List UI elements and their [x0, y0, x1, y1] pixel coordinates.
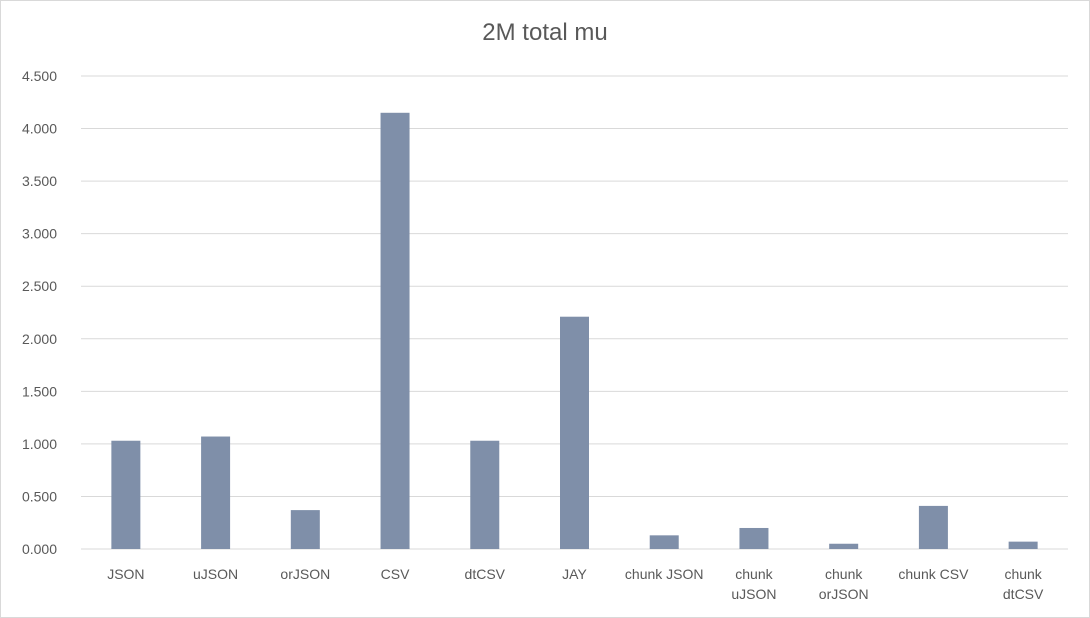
- y-tick-label: 4.500: [22, 68, 57, 84]
- y-tick-label: 3.000: [22, 226, 57, 242]
- bar-chunk-csv: [918, 505, 948, 549]
- bar-ujson: [201, 436, 231, 549]
- x-tick-label: uJSON: [193, 566, 238, 582]
- y-tick-label: 2.500: [22, 278, 57, 294]
- chart-title: 2M total mu: [482, 19, 608, 46]
- x-tick-label: JAY: [562, 566, 587, 582]
- y-tick-label: 4.000: [22, 121, 57, 137]
- x-tick-label: chunk JSON: [625, 566, 704, 582]
- x-tick-label: JSON: [107, 566, 144, 582]
- x-tick-label: chunk uJSON: [731, 566, 776, 602]
- x-tick-label: chunk CSV: [898, 566, 969, 582]
- bar-chunk-dtcsv: [1008, 541, 1038, 549]
- y-tick-label: 0.000: [22, 541, 57, 557]
- bar-chunk-ujson: [739, 527, 769, 549]
- bar-orjson: [290, 510, 320, 549]
- y-tick-label: 3.500: [22, 173, 57, 189]
- y-tick-label: 0.500: [22, 488, 57, 504]
- y-tick-label: 1.000: [22, 436, 57, 452]
- bar-json: [111, 440, 141, 549]
- bar-dtcsv: [470, 440, 500, 549]
- y-tick-label: 1.500: [22, 383, 57, 399]
- bar-series: [111, 112, 1038, 550]
- bar-chunk-orjson: [829, 543, 859, 549]
- x-axis: JSON uJSON orJSON CSV dtCSV JAY chunk JSON chun…: [107, 566, 1044, 602]
- x-tick-label: orJSON: [280, 566, 330, 582]
- bar-jay: [560, 316, 589, 549]
- x-tick-label: chunk dtCSV: [1003, 566, 1044, 602]
- bar-chunk-json: [649, 535, 679, 549]
- x-tick-label: chunk orJSON: [819, 566, 869, 602]
- x-tick-label: CSV: [381, 566, 410, 582]
- y-axis-ticks: 0.000 0.500 1.000 1.500 2.000 2.500 3.000 3.500…: [22, 68, 57, 557]
- y-tick-label: 2.000: [22, 331, 57, 347]
- bar-csv: [380, 112, 410, 550]
- x-tick-label: dtCSV: [465, 566, 506, 582]
